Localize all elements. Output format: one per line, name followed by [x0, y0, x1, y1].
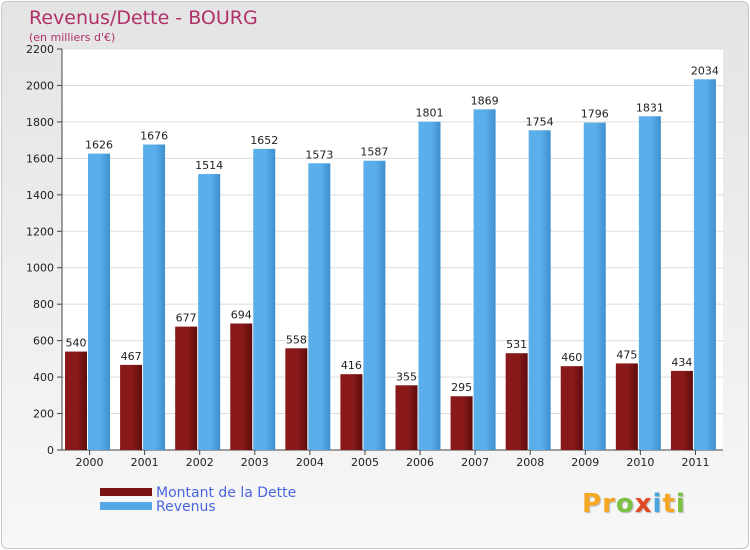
logo-letter: i [653, 489, 663, 519]
y-tick-label: 200 [33, 408, 54, 421]
x-tick-label: 2004 [296, 456, 324, 469]
y-tick-label: 0 [47, 444, 54, 457]
x-tick-label: 2000 [76, 456, 104, 469]
y-tick-label: 1200 [26, 225, 54, 238]
data-label-revenue: 1754 [526, 115, 554, 128]
bar-debt [340, 374, 362, 450]
data-label-revenue: 2034 [691, 64, 719, 77]
y-tick-label: 400 [33, 371, 54, 384]
data-label-debt: 434 [671, 356, 692, 369]
bar-revenue [363, 161, 385, 450]
data-label-revenue: 1587 [360, 146, 388, 159]
bar-revenue [474, 109, 496, 450]
y-tick-label: 1400 [26, 189, 54, 202]
bar-revenue [198, 174, 220, 450]
x-tick-label: 2010 [626, 456, 654, 469]
logo-letter: o [616, 489, 635, 519]
data-label-debt: 694 [231, 309, 252, 322]
y-tick-label: 1000 [26, 262, 54, 275]
data-label-debt: 355 [396, 370, 417, 383]
x-tick-label: 2007 [461, 456, 489, 469]
bar-revenue [308, 163, 330, 450]
data-label-revenue: 1869 [471, 94, 499, 107]
y-tick-label: 2200 [26, 43, 54, 56]
bar-revenue [419, 122, 441, 450]
bar-debt [65, 352, 87, 450]
data-label-debt: 531 [506, 338, 527, 351]
data-label-debt: 295 [451, 381, 472, 394]
data-label-debt: 677 [176, 312, 197, 325]
bar-revenue [143, 145, 165, 450]
logo-letter: i [676, 489, 686, 519]
data-label-revenue: 1573 [305, 148, 333, 161]
bar-debt [120, 365, 142, 450]
bar-chart: 0 200 400 600 800 1000 1200 1400 1600 1800 2000 220… [0, 0, 750, 550]
data-label-debt: 416 [341, 359, 362, 372]
bar-debt [451, 396, 473, 450]
bar-debt [506, 353, 528, 450]
data-label-debt: 475 [616, 348, 637, 361]
x-tick-label: 2011 [681, 456, 709, 469]
data-label-revenue: 1514 [195, 159, 223, 172]
logo-letter: P [582, 489, 602, 519]
data-label-debt: 460 [561, 351, 582, 364]
bar-debt [396, 385, 418, 450]
data-label-debt: 467 [121, 350, 142, 363]
data-label-debt: 540 [66, 337, 87, 350]
bar-revenue [694, 79, 716, 450]
logo-letter: x [635, 489, 653, 519]
data-label-revenue: 1801 [416, 107, 444, 120]
data-label-debt: 558 [286, 333, 307, 346]
x-tick-label: 2009 [571, 456, 599, 469]
data-label-revenue: 1626 [85, 139, 113, 152]
legend-label-revenue: Revenus [156, 499, 216, 515]
legend-swatch-debt [100, 488, 152, 496]
bar-revenue [88, 154, 110, 450]
bar-revenue [253, 149, 275, 450]
x-tick-label: 2006 [406, 456, 434, 469]
bar-debt [671, 371, 693, 450]
bar-revenue [639, 116, 661, 450]
bar-revenue [529, 130, 551, 450]
legend-swatch-revenue [100, 502, 152, 510]
logo-letter: t [662, 489, 675, 519]
x-tick-label: 2008 [516, 456, 544, 469]
x-tick-label: 2001 [131, 456, 159, 469]
data-label-revenue: 1676 [140, 130, 168, 143]
bar-debt [616, 363, 638, 450]
x-tick-label: 2003 [241, 456, 269, 469]
bar-revenue [584, 123, 606, 450]
y-tick-label: 1800 [26, 116, 54, 129]
y-tick-label: 1600 [26, 152, 54, 165]
y-tick-label: 600 [33, 335, 54, 348]
data-label-revenue: 1652 [250, 134, 278, 147]
x-tick-label: 2005 [351, 456, 379, 469]
logo-letter: r [602, 489, 616, 519]
y-tick-label: 800 [33, 298, 54, 311]
bar-debt [230, 324, 252, 450]
bar-debt [561, 366, 583, 450]
data-label-revenue: 1831 [636, 101, 664, 114]
bar-debt [285, 348, 307, 450]
y-tick-label: 2000 [26, 79, 54, 92]
data-label-revenue: 1796 [581, 108, 609, 121]
bar-debt [175, 327, 197, 450]
x-tick-label: 2002 [186, 456, 214, 469]
proxiti-logo: Proxiti [582, 489, 686, 519]
